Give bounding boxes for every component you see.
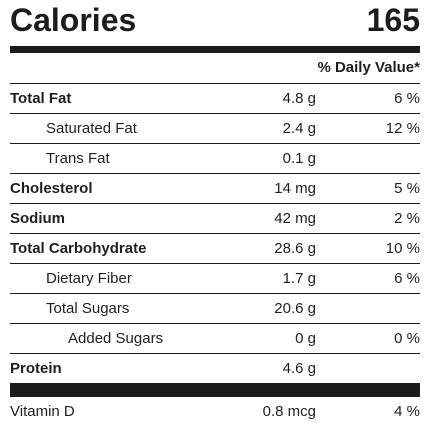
thick-divider-bottom: [10, 383, 420, 397]
vitamin-row-vitamin-d: Vitamin D 0.8 mcg 4 %: [10, 397, 420, 426]
nutrient-name: Total Sugars: [46, 300, 130, 317]
nutrient-amount: 4.6 g: [282, 360, 316, 377]
nutrition-facts-panel: Calories 165 % Daily Value* Total Fat 4.…: [10, 0, 420, 426]
nutrient-amount: 0.1 g: [282, 150, 316, 167]
calories-value: 165: [366, 2, 420, 38]
nutrient-amount: 1.7 g: [282, 270, 316, 287]
nutrient-daily-value: 12 %: [385, 120, 420, 137]
nutrient-row-protein: Protein 4.6 g: [10, 354, 420, 383]
nutrient-name: Added Sugars: [68, 330, 164, 347]
nutrient-daily-value: 2 %: [394, 210, 420, 227]
nutrient-amount: 0 g: [295, 330, 316, 347]
daily-value-header: % Daily Value*: [10, 53, 420, 84]
thick-divider-top: [10, 46, 420, 53]
nutrient-daily-value: 6 %: [394, 270, 420, 287]
nutrient-row-total-carbohydrate: Total Carbohydrate 28.6 g 10 %: [10, 234, 420, 264]
nutrient-name: Total Carbohydrate: [10, 240, 147, 257]
nutrient-name: Trans Fat: [46, 150, 110, 167]
nutrient-row-cholesterol: Cholesterol 14 mg 5 %: [10, 174, 420, 204]
nutrient-row-added-sugars: Added Sugars 0 g 0 %: [10, 324, 420, 354]
nutrient-daily-value: 10 %: [385, 240, 420, 257]
nutrient-daily-value: 0 %: [394, 330, 420, 347]
nutrient-amount: 28.6 g: [274, 240, 316, 257]
nutrient-amount: 42 mg: [274, 210, 316, 227]
nutrient-row-sodium: Sodium 42 mg 2 %: [10, 204, 420, 234]
nutrient-amount: 14 mg: [274, 180, 316, 197]
nutrient-name: Protein: [10, 360, 62, 377]
nutrient-row-total-sugars: Total Sugars 20.6 g: [10, 294, 420, 324]
nutrient-daily-value: 5 %: [394, 180, 420, 197]
nutrient-amount: 4.8 g: [282, 90, 316, 107]
nutrient-name: Cholesterol: [10, 180, 93, 197]
nutrient-name: Saturated Fat: [46, 120, 137, 137]
nutrient-amount: 20.6 g: [274, 300, 316, 317]
nutrient-daily-value: 6 %: [394, 90, 420, 107]
nutrient-amount: 2.4 g: [282, 120, 316, 137]
vitamin-amount: 0.8 mcg: [262, 403, 316, 420]
vitamin-name: Vitamin D: [10, 403, 75, 420]
nutrient-row-total-fat: Total Fat 4.8 g 6 %: [10, 84, 420, 114]
vitamin-daily-value: 4 %: [394, 403, 420, 420]
calories-label: Calories: [10, 2, 137, 38]
nutrient-name: Sodium: [10, 210, 65, 227]
nutrient-row-trans-fat: Trans Fat 0.1 g: [10, 144, 420, 174]
nutrient-row-saturated-fat: Saturated Fat 2.4 g 12 %: [10, 114, 420, 144]
calories-header: Calories 165: [10, 0, 420, 46]
nutrient-name: Dietary Fiber: [46, 270, 132, 287]
nutrient-name: Total Fat: [10, 90, 72, 107]
nutrient-row-dietary-fiber: Dietary Fiber 1.7 g 6 %: [10, 264, 420, 294]
